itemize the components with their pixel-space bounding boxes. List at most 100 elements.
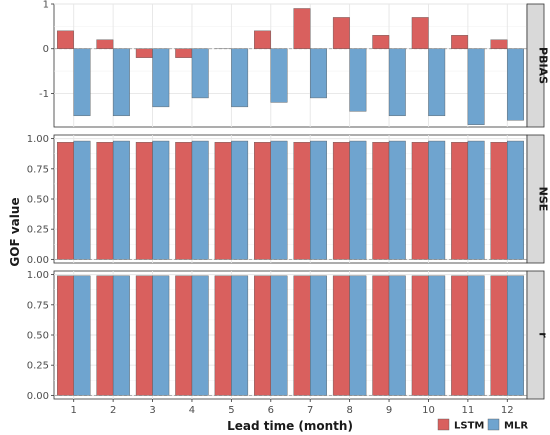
legend-label-mlr: MLR [504,421,528,432]
bar-mlr-nse-1 [73,140,91,260]
bar-mlr-pbias-7 [310,48,327,99]
bar-lstm-r-12 [490,275,508,396]
bar-lstm-pbias-2 [96,39,114,49]
facet-strip-label: NSE [537,187,550,212]
bar-mlr-r-9 [388,275,406,396]
bar-lstm-nse-4 [175,142,193,260]
facet-strip [526,3,545,128]
bar-mlr-pbias-10 [428,48,446,117]
bar-mlr-pbias-5 [231,48,249,108]
bar-mlr-pbias-3 [152,48,170,108]
bar-lstm-pbias-8 [332,17,350,49]
bar-mlr-nse-11 [467,140,485,260]
bar-mlr-nse-6 [270,140,288,260]
bar-lstm-nse-6 [254,142,271,260]
facet-strip [526,270,545,400]
bar-lstm-r-1 [57,275,74,396]
bar-lstm-r-6 [254,275,271,396]
bar-lstm-pbias-4 [175,48,193,58]
bar-lstm-nse-9 [372,142,390,260]
y-tick-label: 0.75 [27,300,49,311]
bar-mlr-r-7 [310,275,327,396]
x-axis-ticks: 1 2 3 4 5 6 7 8 9 10 11 12 [71,399,514,416]
bar-mlr-r-12 [507,275,524,396]
bar-mlr-nse-12 [507,140,524,260]
bar-lstm-pbias-9 [372,35,390,49]
x-tick-label: 2 [110,405,116,416]
bar-lstm-nse-2 [96,142,114,260]
bar-mlr-r-4 [191,275,209,396]
bar-lstm-r-3 [135,275,153,396]
y-tick-label: 1 [43,0,49,11]
y-tick-label: 0.50 [27,331,49,342]
bar-lstm-nse-8 [332,142,350,260]
bar-mlr-r-2 [112,275,130,396]
x-tick-label: 6 [268,405,274,416]
x-tick-label: 9 [386,405,392,416]
y-tick-label: 1.00 [27,134,49,145]
bar-lstm-r-4 [175,275,193,396]
bar-lstm-r-2 [96,275,114,396]
y-tick-label: 0.25 [27,225,49,236]
bar-lstm-r-9 [372,275,390,396]
bar-mlr-pbias-8 [349,48,367,112]
y-tick-label: 0.00 [27,391,49,402]
bar-lstm-r-7 [293,275,311,396]
y-tick-label: 0.50 [27,195,49,206]
x-axis-title: Lead time (month) [227,419,353,433]
bar-mlr-pbias-9 [388,48,406,117]
bar-lstm-nse-10 [411,142,429,260]
bar-mlr-pbias-6 [270,48,288,103]
legend-swatch-lstm [437,418,450,431]
bar-mlr-nse-7 [310,140,327,260]
bar-lstm-nse-12 [490,142,508,260]
bar-lstm-pbias-1 [57,30,74,49]
facet-panel-r: 0.00 0.25 0.50 0.75 1.00 r [27,270,550,402]
y-tick-label: 0 [43,44,49,55]
facet-panel-PBIAS: -1 0 1 PBIAS [39,0,550,128]
y-tick-label: 0.00 [27,255,49,266]
bar-mlr-nse-5 [231,140,249,260]
bar-mlr-r-1 [73,275,91,396]
bar-mlr-pbias-11 [467,48,485,125]
bar-lstm-r-11 [451,275,469,396]
bar-lstm-pbias-11 [451,35,469,49]
bar-mlr-r-11 [467,275,485,396]
y-axis-title: GOF value [8,197,22,266]
bar-lstm-r-5 [214,275,232,396]
bar-lstm-nse-11 [451,142,469,260]
bar-mlr-pbias-1 [73,48,91,117]
y-tick-label: 1.00 [27,270,49,281]
bar-mlr-nse-10 [428,140,446,260]
bar-lstm-pbias-7 [293,8,311,49]
y-tick-label: -1 [39,89,49,100]
bar-lstm-nse-3 [135,142,153,260]
bar-mlr-r-10 [428,275,446,396]
bar-lstm-r-8 [332,275,350,396]
bar-mlr-pbias-2 [112,48,130,117]
bar-mlr-nse-3 [152,140,170,260]
legend-label-lstm: LSTM [454,421,484,432]
bar-mlr-pbias-12 [507,48,524,121]
facet-panel-NSE: 0.00 0.25 0.50 0.75 1.00 NSE [27,134,550,266]
bar-lstm-pbias-6 [254,30,271,49]
y-tick-label: 0.75 [27,164,49,175]
x-tick-label: 1 [71,405,77,416]
bar-lstm-r-10 [411,275,429,396]
bar-lstm-nse-1 [57,142,74,260]
bar-mlr-nse-4 [191,140,209,260]
bar-mlr-nse-8 [349,140,367,260]
panel-background [53,3,528,128]
legend-swatch-mlr [487,418,500,431]
x-tick-label: 3 [149,405,155,416]
bar-lstm-pbias-12 [490,39,508,49]
legend: LSTM MLR [437,418,528,432]
bar-mlr-r-8 [349,275,367,396]
bar-lstm-nse-5 [214,142,232,260]
x-tick-label: 8 [346,405,352,416]
bar-mlr-r-3 [152,275,170,396]
facet-strip [526,134,545,264]
bar-mlr-r-6 [270,275,288,396]
x-tick-label: 7 [307,405,313,416]
